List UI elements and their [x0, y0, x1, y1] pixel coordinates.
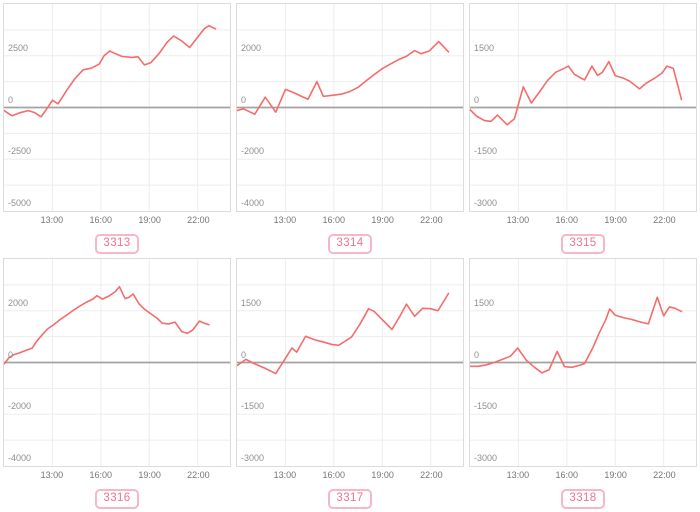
x-axis-labels: 13:00 16:00 19:00 22:00 [3, 213, 231, 229]
chart-cell-3315: 300015000-1500-3000 13:00 16:00 19:00 22:00… [469, 3, 697, 254]
x-axis-tick-label: 13:00 [40, 215, 64, 225]
chart-panel: 400020000-2000-4000 [3, 258, 231, 467]
x-axis-tick-label: 13:00 [40, 470, 64, 480]
series-line [4, 287, 209, 364]
x-axis-tick-label: 16:00 [89, 215, 112, 225]
chart-id-badge[interactable]: 3314 [328, 234, 372, 254]
x-axis-labels: 13:00 16:00 19:00 22:00 [469, 468, 697, 484]
chart-cell-3314: 400020000-2000-4000 13:00 16:00 19:00 22:00… [236, 3, 464, 254]
series-line [237, 42, 448, 115]
x-axis-tick-label: 19:00 [371, 470, 394, 480]
x-axis-tick-label: 16:00 [322, 470, 345, 480]
chart-id-badge[interactable]: 3318 [561, 489, 605, 509]
x-axis-labels: 13:00 16:00 19:00 22:00 [3, 468, 231, 484]
badge-row: 3318 [469, 488, 697, 509]
x-axis-tick-label: 19:00 [138, 215, 161, 225]
series-line [470, 62, 681, 125]
x-axis-labels: 13:00 16:00 19:00 22:00 [469, 213, 697, 229]
badge-row: 3314 [236, 233, 464, 254]
line-chart [237, 259, 463, 466]
chart-id-badge[interactable]: 3315 [561, 234, 605, 254]
chart-cell-3317: 300015000-1500-3000 13:00 16:00 19:00 22:00… [236, 258, 464, 509]
x-axis-labels: 13:00 16:00 19:00 22:00 [236, 468, 464, 484]
chart-id-badge[interactable]: 3317 [328, 489, 372, 509]
chart-cell-3316: 400020000-2000-4000 13:00 16:00 19:00 22:00… [3, 258, 231, 509]
x-axis-tick-label: 16:00 [555, 215, 578, 225]
x-axis-tick-label: 16:00 [322, 215, 345, 225]
x-axis-tick-label: 13:00 [273, 215, 297, 225]
x-axis-tick-label: 13:00 [273, 470, 297, 480]
series-line [4, 26, 215, 117]
badge-row: 3315 [469, 233, 697, 254]
line-chart [470, 259, 696, 466]
series-line [237, 294, 448, 374]
chart-cell-3318: 300015000-1500-3000 13:00 16:00 19:00 22:00… [469, 258, 697, 509]
x-axis-tick-label: 22:00 [653, 470, 676, 480]
chart-panel: 300015000-1500-3000 [469, 258, 697, 467]
badge-row: 3316 [3, 488, 231, 509]
x-axis-tick-label: 22:00 [187, 215, 210, 225]
x-axis-tick-label: 13:00 [506, 215, 530, 225]
x-axis-labels: 13:00 16:00 19:00 22:00 [236, 213, 464, 229]
line-chart [4, 259, 230, 466]
x-axis-tick-label: 13:00 [506, 470, 530, 480]
x-axis-tick-label: 16:00 [555, 470, 578, 480]
line-chart [4, 4, 230, 211]
series-line [470, 297, 681, 373]
x-axis-tick-label: 19:00 [138, 470, 161, 480]
badge-row: 3317 [236, 488, 464, 509]
chart-panel: 400020000-2000-4000 [236, 3, 464, 212]
x-axis-tick-label: 19:00 [604, 215, 627, 225]
chart-panel: 300015000-1500-3000 [469, 3, 697, 212]
x-axis-tick-label: 16:00 [89, 470, 112, 480]
chart-cell-3313: 500025000-2500-5000 13:00 16:00 19:00 22:00… [3, 3, 231, 254]
x-axis-tick-label: 22:00 [420, 470, 443, 480]
x-axis-tick-label: 22:00 [653, 215, 676, 225]
badge-row: 3313 [3, 233, 231, 254]
line-chart [237, 4, 463, 211]
chart-id-badge[interactable]: 3316 [95, 489, 139, 509]
x-axis-tick-label: 19:00 [371, 215, 394, 225]
chart-id-badge[interactable]: 3313 [95, 234, 139, 254]
line-chart [470, 4, 696, 211]
chart-panel: 500025000-2500-5000 [3, 3, 231, 212]
chart-panel: 300015000-1500-3000 [236, 258, 464, 467]
x-axis-tick-label: 22:00 [187, 470, 210, 480]
x-axis-tick-label: 19:00 [604, 470, 627, 480]
x-axis-tick-label: 22:00 [420, 215, 443, 225]
